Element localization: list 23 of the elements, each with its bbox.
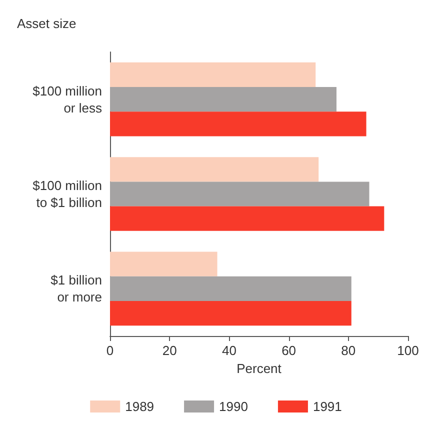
x-tick-label: 60	[282, 343, 296, 358]
legend-label: 1991	[312, 399, 342, 414]
legend-label: 1990	[219, 399, 248, 414]
y-axis-title: Asset size	[17, 16, 76, 31]
bar	[110, 157, 319, 182]
x-tick-label: 20	[162, 343, 177, 358]
bar	[110, 276, 352, 301]
bar	[110, 252, 218, 276]
bar	[110, 112, 366, 136]
y-tick-label: $100 million to $1 billion	[32, 178, 102, 210]
x-tick-label: 0	[106, 343, 114, 358]
legend-label: 1989	[125, 399, 154, 414]
x-axis-title: Percent	[236, 360, 282, 376]
bar	[110, 182, 370, 206]
y-tick-label: $1 billion or more	[50, 272, 102, 305]
bar	[110, 62, 316, 88]
bar	[110, 300, 352, 326]
bar	[110, 87, 336, 112]
x-tick-label: 40	[222, 343, 236, 358]
bar	[110, 206, 384, 231]
y-tick-label: $100 million or less	[32, 83, 102, 116]
x-tick-label: 100	[397, 343, 419, 358]
x-tick-label: 80	[341, 343, 356, 358]
